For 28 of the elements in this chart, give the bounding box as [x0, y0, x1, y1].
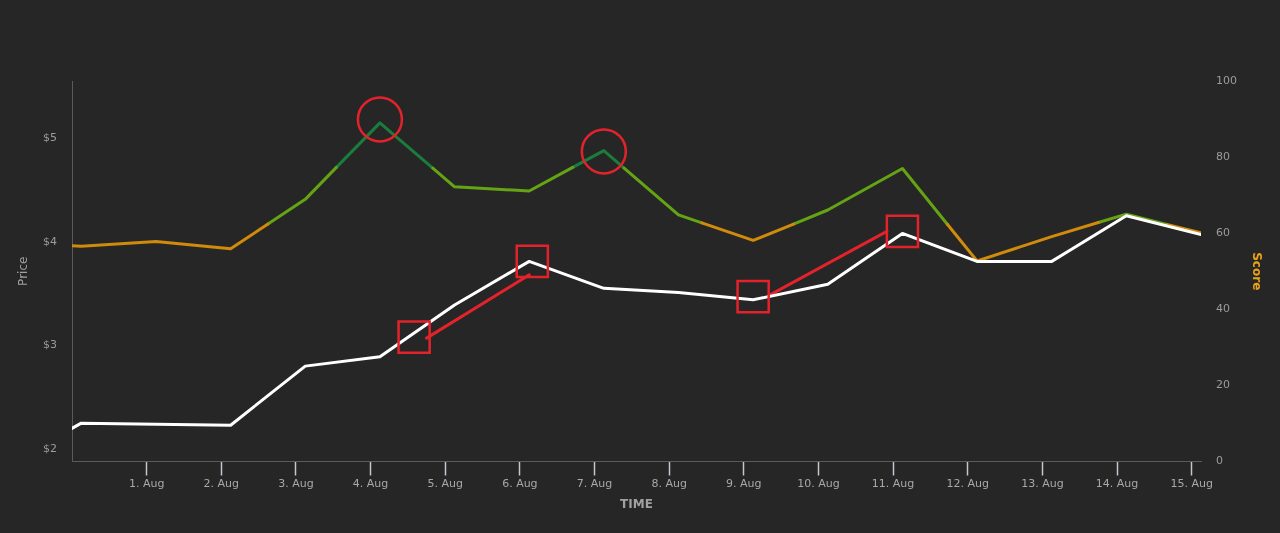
x-tick-label: 9. Aug: [726, 476, 762, 490]
y2-tick-label: 20: [1216, 378, 1230, 392]
y2-tick-label: 60: [1216, 226, 1230, 240]
x-tick-label: 12. Aug: [946, 476, 989, 490]
x-tick-label: 13. Aug: [1021, 476, 1064, 490]
y2-tick-label: 100: [1216, 73, 1237, 87]
x-tick-label: 15. Aug: [1170, 476, 1213, 490]
y-tick-label: $4: [43, 234, 57, 248]
x-axis-title: TIME: [620, 496, 653, 511]
y2-axis-title: Score: [1249, 252, 1264, 291]
y-axis-title: Price: [16, 256, 31, 286]
x-tick-label: 2. Aug: [203, 476, 240, 490]
x-tick-label: 11. Aug: [871, 476, 915, 490]
x-tick-label: 6. Aug: [502, 476, 538, 490]
x-tick-label: 14. Aug: [1095, 476, 1139, 490]
x-tick-label: 1. Aug: [128, 476, 165, 490]
y-tick-label: $5: [43, 130, 57, 144]
x-tick-label: 8. Aug: [651, 476, 687, 490]
x-tick-label: 4. Aug: [352, 476, 389, 490]
y2-tick-label: 40: [1216, 302, 1230, 316]
x-tick-label: 5. Aug: [427, 476, 463, 490]
x-tick-label: 7. Aug: [576, 476, 613, 490]
x-tick-label: 3. Aug: [278, 476, 314, 490]
y2-tick-label: 0: [1216, 454, 1223, 468]
y2-tick-label: 80: [1216, 149, 1230, 163]
x-tick-label: 10. Aug: [797, 476, 840, 490]
y-tick-label: $2: [43, 441, 57, 455]
y-tick-label: $3: [43, 338, 57, 352]
